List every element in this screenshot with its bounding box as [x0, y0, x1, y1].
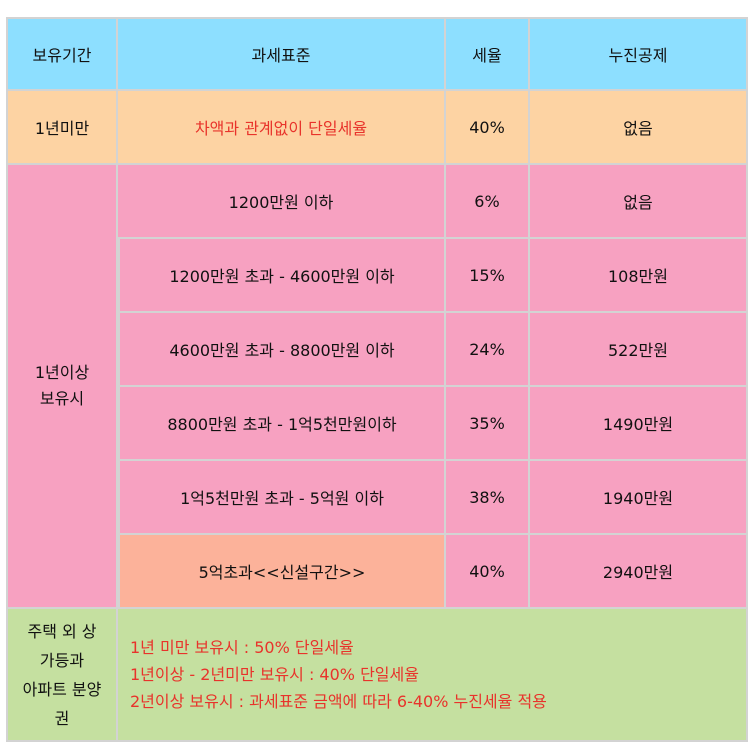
header-progressive-deduction: 누진공제: [530, 17, 748, 91]
rate-cell: 15%: [446, 239, 530, 313]
rate-cell: 40%: [446, 91, 530, 165]
period-line: 아파트 분양: [22, 679, 102, 699]
table-row: 8800만원 초과 - 1억5천만원이하 35% 1490만원: [6, 387, 748, 461]
note-line: 1년이상 - 2년미만 보유시 : 40% 단일세율: [130, 665, 419, 684]
standard-cell: 4600만원 초과 - 8800만원 이하: [118, 313, 446, 387]
notes-cell: 1년 미만 보유시 : 50% 단일세율 1년이상 - 2년미만 보유시 : 4…: [118, 609, 748, 742]
table-row: 1200만원 초과 - 4600만원 이하 15% 108만원: [6, 239, 748, 313]
header-tax-rate: 세율: [446, 17, 530, 91]
capital-gains-tax-table: 보유기간 과세표준 세율 누진공제 1년미만 차액과 관계없이 단일세율 40%…: [6, 17, 748, 742]
standard-cell: 1200만원 초과 - 4600만원 이하: [118, 239, 446, 313]
rate-cell: 40%: [446, 535, 530, 609]
deduction-cell: 2940만원: [530, 535, 748, 609]
table-row: 1억5천만원 초과 - 5억원 이하 38% 1940만원: [6, 461, 748, 535]
table-row-new-bracket: 5억초과<<신설구간>> 40% 2940만원: [6, 535, 748, 609]
period-line: 1년이상: [34, 363, 90, 382]
deduction-cell: 없음: [530, 165, 748, 239]
deduction-cell: 108만원: [530, 239, 748, 313]
deduction-cell: 522만원: [530, 313, 748, 387]
table-row: 4600만원 초과 - 8800만원 이하 24% 522만원: [6, 313, 748, 387]
deduction-cell: 1940만원: [530, 461, 748, 535]
header-row: 보유기간 과세표준 세율 누진공제: [6, 17, 748, 91]
standard-cell: 1200만원 이하: [118, 165, 446, 239]
note-line: 2년이상 보유시 : 과세표준 금액에 따라 6-40% 누진세율 적용: [130, 692, 547, 711]
table-row-under-1yr: 1년미만 차액과 관계없이 단일세율 40% 없음: [6, 91, 748, 165]
table-row-other-assets: 주택 외 상 가등과 아파트 분양 권 1년 미만 보유시 : 50% 단일세율…: [6, 609, 748, 742]
note-line: 1년 미만 보유시 : 50% 단일세율: [130, 638, 354, 657]
deduction-cell: 없음: [530, 91, 748, 165]
period-line: 권: [54, 708, 70, 728]
period-line: 주택 외 상: [27, 621, 97, 641]
header-tax-base: 과세표준: [118, 17, 446, 91]
period-cell-over-1yr: 1년이상 보유시: [6, 165, 118, 609]
period-line: 보유시: [39, 389, 85, 408]
standard-cell: 1억5천만원 초과 - 5억원 이하: [118, 461, 446, 535]
rate-cell: 24%: [446, 313, 530, 387]
standard-cell: 차액과 관계없이 단일세율: [118, 91, 446, 165]
table-row: 1년이상 보유시 1200만원 이하 6% 없음: [6, 165, 748, 609]
rate-cell: 38%: [446, 461, 530, 535]
period-line: 가등과: [39, 650, 85, 670]
rate-cell: 6%: [446, 165, 530, 239]
deduction-cell: 1490만원: [530, 387, 748, 461]
header-holding-period: 보유기간: [6, 17, 118, 91]
period-cell-other-assets: 주택 외 상 가등과 아파트 분양 권: [6, 609, 118, 742]
rate-cell: 35%: [446, 387, 530, 461]
period-cell: 1년미만: [6, 91, 118, 165]
standard-cell: 8800만원 초과 - 1억5천만원이하: [118, 387, 446, 461]
standard-cell: 5억초과<<신설구간>>: [118, 535, 446, 609]
